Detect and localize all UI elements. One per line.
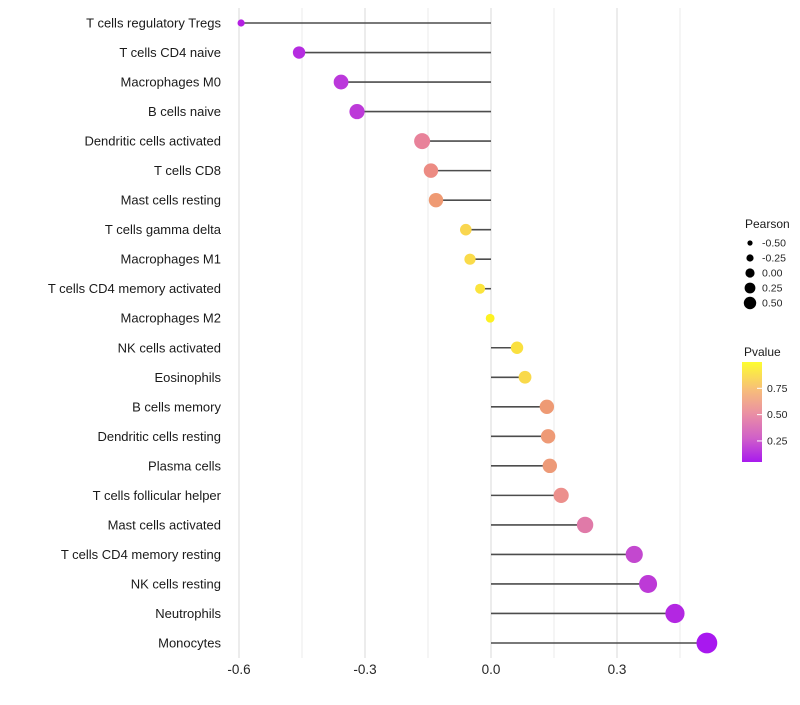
y-axis-labels: T cells regulatory Tregs T cells CD4 naiv…	[48, 16, 222, 651]
data-points	[237, 19, 718, 654]
y-axis-tick-label: T cells follicular helper	[93, 488, 222, 503]
lollipop-point[interactable]	[349, 103, 365, 120]
y-axis-tick-label: T cells CD4 memory activated	[48, 281, 221, 296]
y-axis-tick-label: Macrophages M1	[121, 252, 221, 267]
y-axis-tick-label: Macrophages M0	[121, 75, 221, 90]
y-axis-tick-label: T cells CD4 naive	[119, 45, 221, 60]
lollipop-point[interactable]	[510, 341, 524, 354]
lollipop-point[interactable]	[518, 370, 532, 384]
lollipop-point[interactable]	[237, 19, 245, 27]
lollipop-point[interactable]	[428, 192, 444, 208]
y-axis-tick-label: T cells gamma delta	[105, 222, 222, 237]
lollipop-point[interactable]	[333, 74, 349, 90]
size-legend-label: 0.50	[762, 298, 783, 310]
lollipop-point[interactable]	[639, 574, 658, 593]
x-axis-tick-label: -0.6	[227, 662, 250, 677]
y-axis-tick-label: Eosinophils	[155, 370, 222, 385]
y-axis-tick-label: Dendritic cells resting	[97, 429, 221, 444]
size-legend-label: 0.25	[762, 283, 783, 295]
x-axis-tick-label: 0.3	[608, 662, 627, 677]
size-legend-title: Pearson	[745, 217, 790, 231]
y-axis-tick-label: Plasma cells	[148, 458, 221, 473]
x-axis-tick-label: 0.0	[482, 662, 501, 677]
size-legend-swatch	[747, 240, 753, 246]
pearson-size-legend: Pearson -0.50 -0.25 0.00 0.25 0.50	[743, 217, 790, 310]
lollipop-point[interactable]	[665, 603, 685, 624]
lollipop-point[interactable]	[553, 487, 569, 503]
size-legend-swatch	[746, 254, 754, 262]
size-legend-label: -0.50	[762, 238, 786, 250]
pvalue-color-legend: Pvalue 0.75 0.50 0.25	[742, 345, 788, 462]
size-legend-label: 0.00	[762, 268, 783, 280]
lollipop-point[interactable]	[464, 253, 476, 265]
pvalue-colorbar	[742, 362, 762, 462]
y-axis-tick-label: T cells regulatory Tregs	[86, 16, 221, 31]
color-legend-label: 0.25	[767, 435, 788, 447]
x-axis-tick-labels: -0.6 -0.3 0.0 0.3	[227, 662, 626, 677]
lollipop-point[interactable]	[696, 632, 718, 654]
lollipop-point[interactable]	[539, 399, 555, 415]
y-axis-tick-label: T cells CD4 memory resting	[61, 547, 221, 562]
y-axis-tick-label: Mast cells resting	[121, 193, 221, 208]
lollipop-point[interactable]	[423, 163, 439, 178]
size-legend-swatch	[745, 268, 755, 278]
lollipop-point[interactable]	[485, 313, 495, 323]
size-legend-swatch	[743, 296, 757, 310]
y-axis-tick-label: Dendritic cells activated	[84, 134, 221, 149]
color-legend-label: 0.50	[767, 409, 788, 421]
lollipop-point[interactable]	[475, 283, 486, 294]
size-legend-label: -0.25	[762, 253, 786, 265]
y-axis-tick-label: NK cells activated	[118, 340, 221, 355]
color-legend-title: Pvalue	[744, 345, 781, 359]
lollipop-point[interactable]	[414, 133, 431, 150]
y-axis-tick-label: T cells CD8	[154, 163, 221, 178]
y-axis-tick-label: B cells memory	[132, 399, 221, 414]
lollipop-point[interactable]	[576, 516, 594, 534]
y-axis-tick-label: Monocytes	[158, 636, 221, 651]
lollipop-point[interactable]	[460, 223, 472, 236]
gridlines	[238, 8, 681, 658]
color-legend-label: 0.75	[767, 383, 788, 395]
lollipop-point[interactable]	[542, 458, 557, 474]
lollipop-point[interactable]	[625, 545, 643, 564]
y-axis-tick-label: B cells naive	[148, 104, 221, 119]
size-legend-swatch	[744, 282, 756, 294]
x-axis-tick-label: -0.3	[353, 662, 376, 677]
y-axis-tick-label: NK cells resting	[131, 576, 221, 591]
y-axis-tick-label: Macrophages M2	[121, 311, 221, 326]
y-axis-tick-label: Mast cells activated	[108, 517, 221, 532]
y-axis-tick-label: Neutrophils	[155, 606, 221, 621]
lollipop-point[interactable]	[292, 46, 306, 59]
lollipop-point[interactable]	[540, 429, 556, 444]
